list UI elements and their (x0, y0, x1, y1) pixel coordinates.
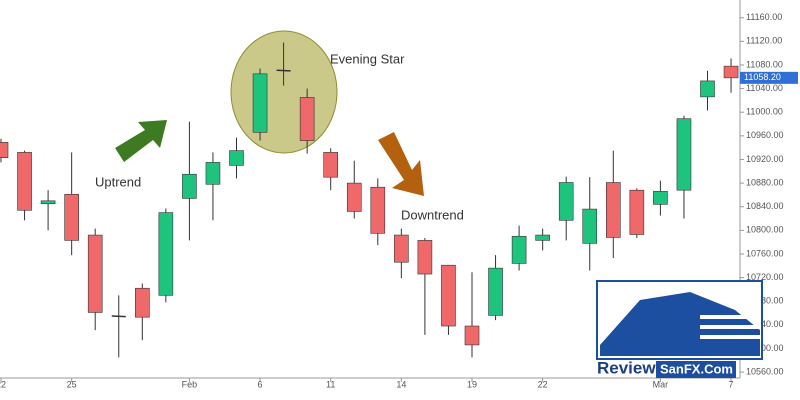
candle-body (723, 65, 739, 79)
y-tick-label: 10800.00 (746, 225, 784, 235)
candle-body (64, 194, 79, 241)
last-price-label: 11058.20 (744, 72, 781, 82)
y-tick-label: 11000.00 (746, 107, 783, 117)
y-tick-label: 10960.00 (746, 130, 784, 140)
x-tick-label: 22 (538, 379, 548, 389)
y-tick-label: 11080.00 (746, 59, 783, 69)
candle-body (700, 80, 715, 98)
x-tick-label: Mar (653, 379, 669, 389)
logo-stripe (700, 325, 760, 329)
candle-body (653, 191, 668, 205)
candle-body (346, 182, 362, 212)
candle-body (0, 142, 9, 158)
y-tick-label: 11040.00 (746, 83, 783, 93)
candle-body (158, 212, 174, 296)
candle-body (629, 189, 645, 235)
x-tick-label: 11 (326, 379, 335, 389)
x-tick-label: 19 (467, 379, 477, 389)
logo-bull (600, 292, 760, 356)
x-tick-label: Feb (182, 379, 198, 389)
candle-body (370, 186, 386, 234)
x-tick-label: 14 (396, 379, 406, 389)
candle-body (205, 162, 221, 185)
candle-body (87, 234, 103, 313)
candle-body (252, 73, 268, 133)
candle-body (511, 235, 527, 264)
candle-body (464, 325, 480, 346)
candle-body (229, 150, 244, 166)
x-tick-label: 25 (67, 379, 77, 389)
logo-text: Review (597, 358, 656, 377)
y-tick-label: 10680.00 (746, 296, 784, 306)
candle-body (676, 118, 692, 191)
candle-body (17, 152, 32, 211)
candle-body (111, 315, 126, 318)
y-tick-label: 10600.00 (746, 343, 784, 353)
candle-body (558, 182, 574, 221)
candle-body (299, 97, 315, 141)
y-tick-label: 10560.00 (746, 366, 784, 376)
y-tick-label: 10840.00 (746, 201, 784, 211)
logo-stripe (700, 315, 760, 319)
candle-body (182, 173, 197, 199)
last-price-box (740, 71, 798, 84)
candle-body (135, 287, 150, 318)
candle-body (394, 234, 409, 263)
x-tick-label: 6 (258, 379, 263, 389)
annotation: Uptrend (95, 174, 141, 189)
candle-body (417, 240, 433, 275)
x-tick-label: 22 (0, 379, 6, 389)
candle-body (441, 264, 456, 327)
candle-body (276, 69, 291, 72)
annotation: Downtrend (401, 207, 464, 222)
candle-body (582, 208, 598, 244)
y-tick-label: 10720.00 (746, 272, 784, 282)
y-tick-label: 10640.00 (746, 319, 784, 329)
annotation: Evening Star (330, 51, 405, 66)
y-tick-label: 10920.00 (746, 154, 784, 164)
candle-body (605, 182, 621, 238)
y-tick-label: 10880.00 (746, 177, 784, 187)
x-tick-label: 7 (729, 379, 734, 389)
y-tick-label: 10760.00 (746, 248, 784, 258)
candle-body (535, 234, 550, 241)
logo-stripe (700, 335, 760, 339)
logo-text: SanFX.Com (660, 361, 733, 376)
candle-body (40, 200, 56, 205)
candle-body (323, 152, 339, 178)
logo: Review SanFX.Com (596, 280, 763, 378)
y-tick-label: 11160.00 (746, 12, 782, 22)
candle-body (488, 267, 503, 316)
logo-label-bg (656, 361, 736, 378)
down-arrow (378, 132, 424, 196)
up-arrow (115, 120, 167, 162)
y-tick-label: 11120.00 (746, 36, 782, 46)
